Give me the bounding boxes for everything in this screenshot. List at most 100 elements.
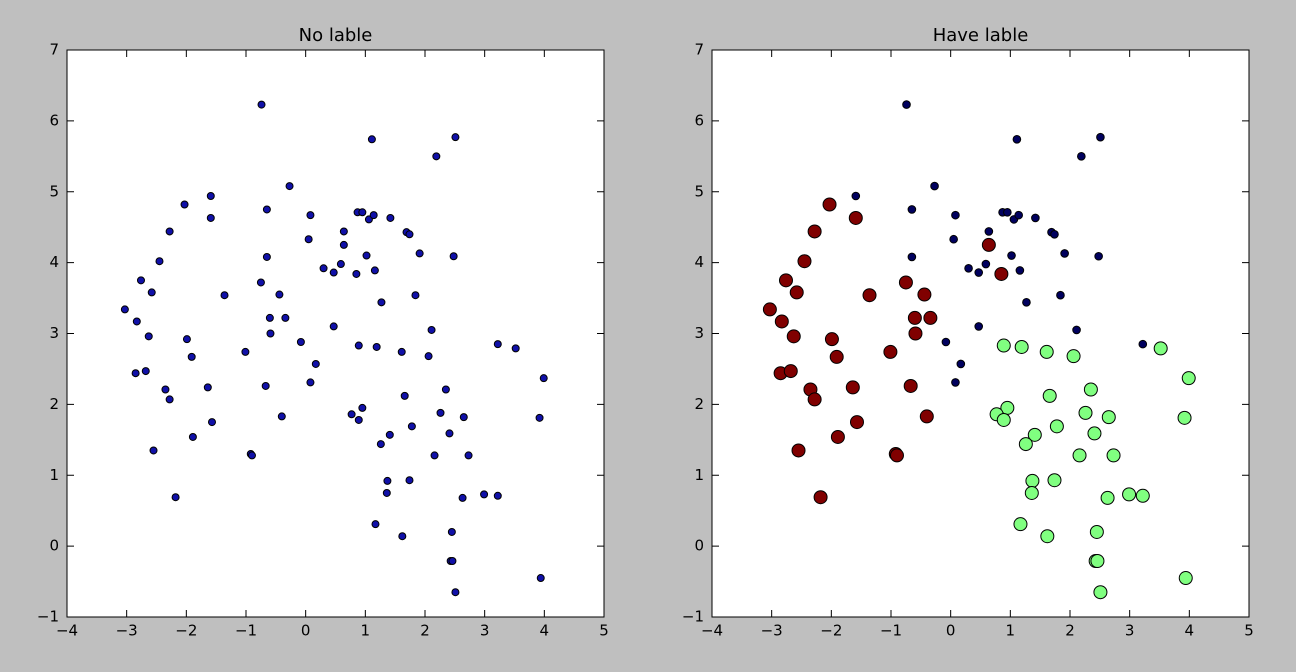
point (405, 476, 414, 485)
point (220, 291, 229, 300)
point (372, 342, 381, 351)
y-tick-label: 6 (49, 111, 59, 129)
x-tick-label: 3 (480, 622, 490, 640)
point (371, 520, 380, 529)
x-tick-label: −4 (701, 622, 723, 640)
x-tick-label: −2 (820, 622, 842, 640)
point (786, 329, 801, 344)
point (311, 359, 320, 368)
point (405, 230, 414, 239)
point (206, 192, 215, 201)
point (362, 251, 371, 260)
point (1003, 208, 1012, 217)
point (949, 234, 958, 244)
point (247, 451, 256, 460)
point (382, 488, 391, 497)
point (974, 322, 984, 331)
point (424, 352, 433, 361)
chart-title: Have lable (933, 25, 1029, 46)
x-tick-label: 2 (1065, 622, 1075, 640)
point (1039, 344, 1054, 359)
point (262, 205, 271, 214)
y-tick-label: 6 (694, 111, 704, 129)
point (1083, 382, 1098, 397)
point (1138, 339, 1148, 349)
point (1135, 488, 1150, 503)
point (386, 213, 395, 222)
point (257, 100, 266, 109)
y-tick-label: 1 (49, 466, 59, 484)
point (907, 252, 917, 262)
point (493, 340, 502, 349)
x-tick-label: 0 (301, 622, 311, 640)
point (266, 329, 275, 338)
point (907, 205, 917, 214)
point (464, 451, 473, 460)
point (1014, 339, 1029, 354)
point (996, 338, 1011, 353)
point (964, 263, 973, 273)
point (161, 385, 170, 394)
point (1049, 419, 1064, 434)
x-tick-label: 4 (1185, 622, 1195, 640)
point (1094, 251, 1103, 261)
point (830, 429, 845, 444)
point (180, 200, 189, 209)
point (397, 347, 406, 356)
point (188, 432, 197, 441)
x-tick-label: 4 (540, 622, 550, 640)
point (441, 385, 450, 394)
point (1089, 524, 1104, 539)
point (171, 493, 180, 502)
point (951, 210, 960, 220)
point (370, 266, 379, 275)
x-tick-label: 1 (361, 622, 371, 640)
point (1096, 132, 1105, 142)
point (889, 448, 904, 463)
point (427, 325, 436, 334)
point (778, 273, 793, 288)
point (354, 415, 363, 424)
point (1077, 152, 1086, 161)
point (182, 335, 191, 344)
x-tick-label: −1 (880, 622, 902, 640)
point (797, 254, 812, 269)
x-tick-label: 2 (420, 622, 430, 640)
subplot: No lable −4 −3 −2 −1 0 1 2 3 4 5 −1 0 1 2 3 4 5 6 7 (37, 25, 609, 640)
point (367, 135, 376, 144)
x-tick-label: 3 (1125, 622, 1135, 640)
point (824, 332, 839, 347)
point (329, 322, 338, 331)
point (898, 275, 913, 290)
point (813, 490, 828, 505)
point (436, 408, 445, 417)
point (256, 278, 265, 287)
point (480, 490, 489, 499)
point (1042, 388, 1057, 403)
point (981, 259, 991, 269)
point (136, 276, 145, 285)
point (449, 252, 458, 261)
point (1100, 490, 1115, 505)
point (951, 378, 960, 387)
point (907, 310, 922, 325)
point (981, 237, 996, 252)
point (903, 378, 918, 393)
point (131, 369, 140, 378)
point (974, 268, 984, 277)
point (883, 344, 898, 359)
point (141, 367, 150, 376)
point (262, 252, 271, 261)
point (851, 191, 861, 201)
point (285, 182, 294, 191)
x-tick-label: −1 (235, 622, 257, 640)
point (783, 364, 798, 379)
point (407, 422, 416, 431)
point (923, 310, 938, 325)
point (1066, 349, 1081, 364)
point (445, 429, 454, 438)
point (1018, 437, 1033, 452)
point (432, 152, 441, 161)
